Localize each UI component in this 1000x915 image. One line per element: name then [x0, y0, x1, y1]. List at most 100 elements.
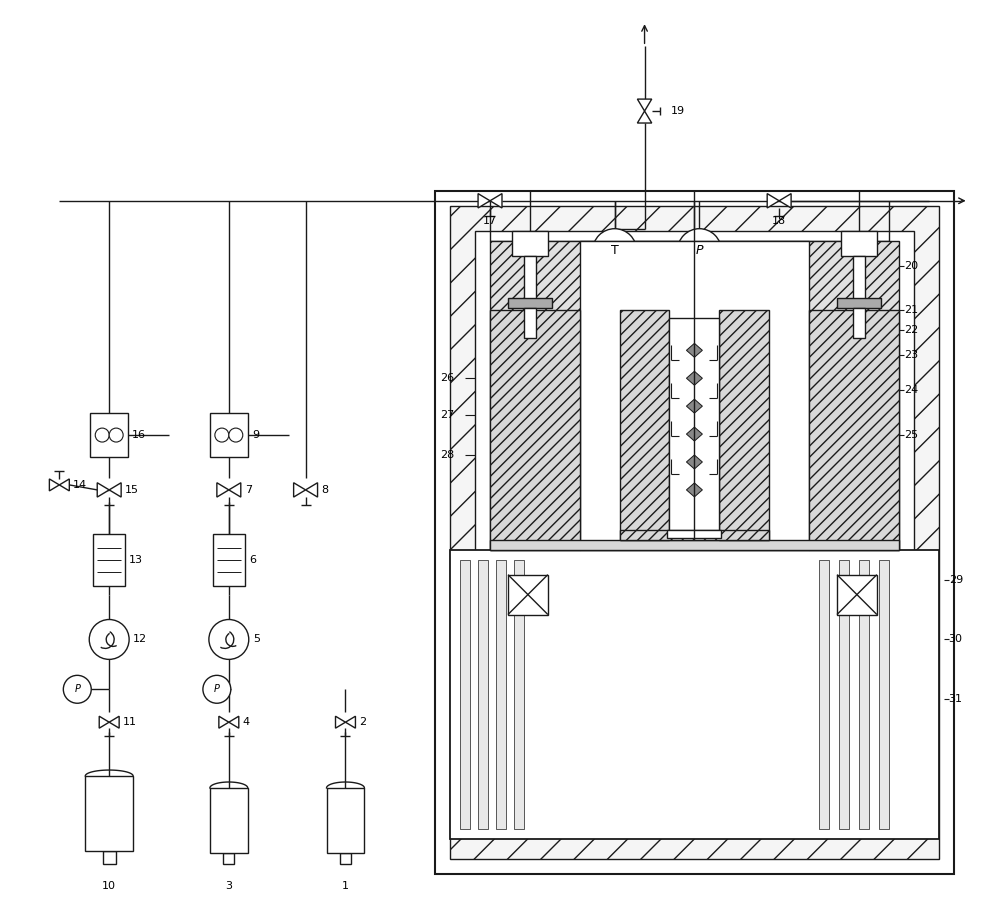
- Text: 12: 12: [133, 634, 147, 644]
- Text: 16: 16: [132, 430, 146, 440]
- Text: 10: 10: [102, 881, 116, 890]
- Polygon shape: [490, 194, 502, 208]
- Text: 9: 9: [252, 430, 259, 440]
- Text: 19: 19: [670, 106, 685, 116]
- Bar: [223, 853, 234, 864]
- Bar: [478, 560, 488, 829]
- Bar: [859, 560, 869, 829]
- Bar: [475, 231, 914, 834]
- Bar: [580, 241, 809, 550]
- Text: 25: 25: [904, 430, 918, 440]
- Text: 17: 17: [483, 216, 497, 226]
- Bar: [514, 560, 524, 829]
- Text: 27: 27: [440, 410, 454, 420]
- Text: 29: 29: [949, 575, 963, 585]
- Text: 11: 11: [123, 717, 137, 727]
- Text: 7: 7: [245, 485, 252, 495]
- Bar: [490, 241, 899, 550]
- Circle shape: [229, 428, 243, 442]
- Bar: [837, 298, 881, 308]
- Text: 26: 26: [440, 373, 454, 383]
- Text: P: P: [696, 244, 703, 257]
- Text: 2: 2: [359, 717, 367, 727]
- Bar: [450, 206, 939, 859]
- Bar: [669, 318, 719, 530]
- Polygon shape: [686, 455, 702, 469]
- Text: 21: 21: [904, 306, 918, 316]
- Polygon shape: [686, 483, 702, 497]
- Bar: [620, 310, 669, 540]
- Text: 14: 14: [73, 479, 87, 490]
- Bar: [103, 851, 116, 864]
- Text: 8: 8: [322, 485, 329, 495]
- Polygon shape: [686, 343, 702, 357]
- Polygon shape: [109, 716, 119, 728]
- Polygon shape: [109, 483, 121, 497]
- Text: 24: 24: [904, 385, 918, 395]
- Polygon shape: [49, 479, 59, 491]
- Bar: [837, 575, 877, 615]
- Circle shape: [89, 619, 129, 660]
- Bar: [512, 231, 548, 255]
- Text: 5: 5: [253, 634, 260, 644]
- Polygon shape: [97, 483, 109, 497]
- Text: 6: 6: [249, 554, 256, 565]
- Text: P: P: [74, 684, 80, 694]
- Circle shape: [215, 428, 229, 442]
- Circle shape: [593, 229, 637, 273]
- Bar: [210, 414, 248, 457]
- Bar: [853, 255, 865, 300]
- Bar: [809, 310, 899, 550]
- Bar: [340, 853, 351, 864]
- Bar: [450, 550, 939, 839]
- Bar: [508, 298, 552, 308]
- Circle shape: [109, 428, 123, 442]
- Polygon shape: [478, 194, 490, 208]
- Circle shape: [95, 428, 109, 442]
- Text: 22: 22: [904, 326, 918, 336]
- Polygon shape: [306, 483, 318, 497]
- Text: 13: 13: [129, 554, 143, 565]
- Circle shape: [677, 229, 721, 273]
- Bar: [496, 560, 506, 829]
- Polygon shape: [219, 716, 229, 728]
- Bar: [90, 414, 128, 457]
- Text: 31: 31: [949, 694, 963, 705]
- Text: 3: 3: [225, 881, 232, 890]
- Bar: [667, 530, 721, 538]
- Bar: [508, 575, 548, 615]
- Polygon shape: [686, 371, 702, 385]
- Bar: [490, 540, 899, 550]
- Polygon shape: [779, 194, 791, 208]
- Bar: [853, 308, 865, 339]
- Text: 20: 20: [904, 261, 918, 271]
- Circle shape: [209, 619, 249, 660]
- Circle shape: [63, 675, 91, 704]
- Polygon shape: [686, 427, 702, 441]
- Text: 28: 28: [440, 450, 454, 460]
- Bar: [210, 788, 248, 853]
- Text: 1: 1: [342, 881, 349, 890]
- Bar: [879, 560, 889, 829]
- Polygon shape: [345, 716, 355, 728]
- Bar: [435, 191, 954, 874]
- Bar: [524, 255, 536, 300]
- Polygon shape: [637, 99, 652, 111]
- Bar: [85, 776, 133, 851]
- Text: P: P: [214, 684, 220, 694]
- Text: 15: 15: [125, 485, 139, 495]
- Bar: [327, 788, 364, 853]
- Bar: [841, 231, 877, 255]
- Polygon shape: [229, 716, 239, 728]
- Text: 30: 30: [949, 634, 963, 644]
- Text: T: T: [611, 244, 619, 257]
- Bar: [620, 530, 769, 540]
- Polygon shape: [217, 483, 229, 497]
- Bar: [524, 308, 536, 339]
- Polygon shape: [59, 479, 69, 491]
- Circle shape: [203, 675, 231, 704]
- Polygon shape: [229, 483, 241, 497]
- Bar: [93, 533, 125, 586]
- Polygon shape: [294, 483, 306, 497]
- Polygon shape: [767, 194, 779, 208]
